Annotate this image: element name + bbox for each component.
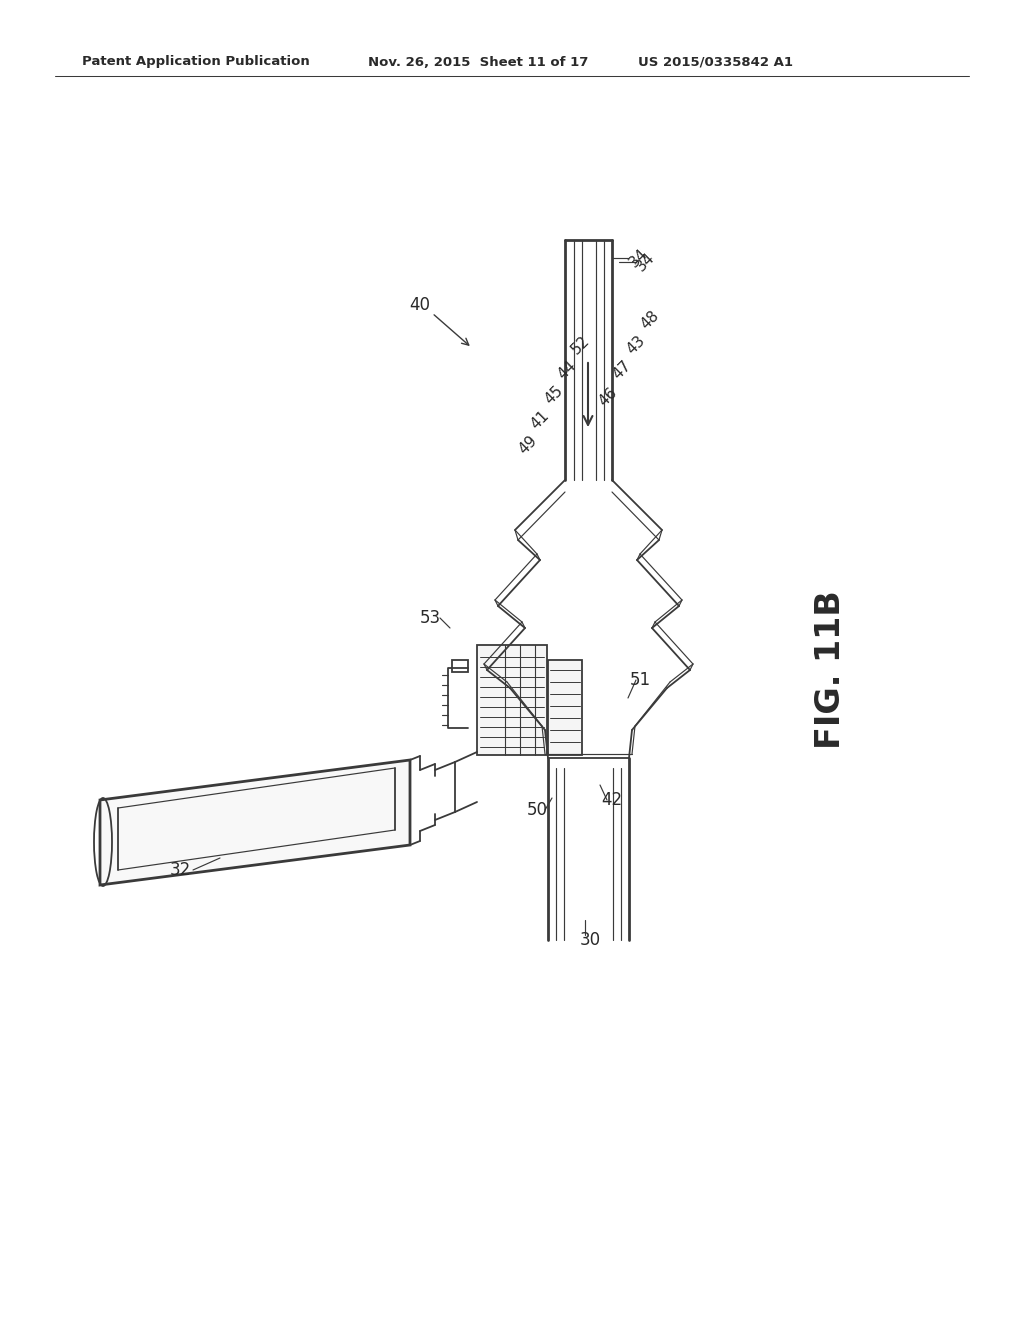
Text: 50: 50: [526, 801, 548, 818]
Polygon shape: [100, 760, 410, 884]
Text: 52: 52: [568, 333, 592, 358]
Text: 51: 51: [630, 671, 650, 689]
Text: 43: 43: [624, 333, 648, 358]
Text: 30: 30: [580, 931, 600, 949]
Text: 40: 40: [410, 296, 430, 314]
Text: 48: 48: [638, 308, 663, 333]
Text: 42: 42: [601, 791, 623, 809]
Text: 34: 34: [626, 246, 650, 271]
Text: 34: 34: [633, 249, 657, 275]
Text: 32: 32: [169, 861, 190, 879]
Text: 47: 47: [610, 358, 634, 381]
Text: 53: 53: [420, 609, 440, 627]
Text: Nov. 26, 2015  Sheet 11 of 17: Nov. 26, 2015 Sheet 11 of 17: [368, 55, 589, 69]
Text: US 2015/0335842 A1: US 2015/0335842 A1: [638, 55, 793, 69]
Text: 45: 45: [542, 383, 566, 407]
Text: 44: 44: [555, 358, 580, 381]
Text: FIG. 11B: FIG. 11B: [813, 590, 847, 750]
Text: 49: 49: [516, 433, 540, 457]
Polygon shape: [548, 660, 582, 755]
Text: 41: 41: [528, 408, 552, 432]
Text: Patent Application Publication: Patent Application Publication: [82, 55, 309, 69]
Text: 46: 46: [596, 385, 621, 409]
Polygon shape: [477, 645, 547, 755]
